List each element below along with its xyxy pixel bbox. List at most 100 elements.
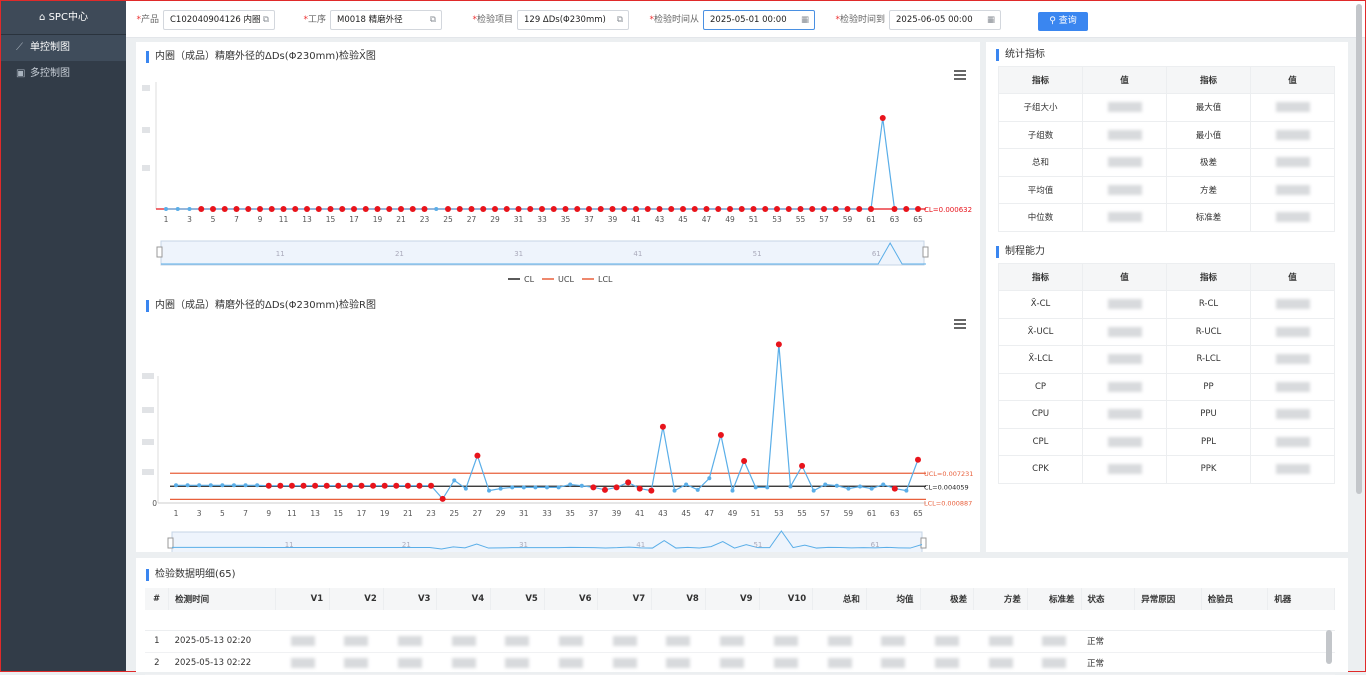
r-menu-icon[interactable] (954, 319, 966, 329)
xbar-point (785, 206, 792, 212)
x-tick-label: 63 (890, 509, 900, 518)
x-tick-label: 33 (542, 509, 552, 518)
xbar-point (327, 206, 334, 212)
multi-chart-icon: ▣ (16, 68, 26, 79)
stat-label: PPK (1166, 455, 1251, 484)
inspection-item-select[interactable]: 129 ΔDs(Φ230mm) ⧉ (517, 10, 629, 30)
x-tick-label: 27 (473, 509, 483, 518)
filter-cell[interactable] (329, 610, 384, 631)
xbar-point (633, 206, 639, 212)
filter-cell[interactable] (1027, 610, 1082, 631)
calendar-icon[interactable]: ▦ (800, 15, 809, 25)
x-tick-label: 15 (326, 215, 336, 224)
stat-value (1082, 455, 1167, 484)
stat-value (1082, 120, 1167, 149)
stat-value (1250, 120, 1335, 149)
filter-cell[interactable] (651, 610, 706, 631)
detail-header: # (145, 588, 170, 610)
x-tick-label: 47 (705, 509, 715, 518)
row-value (275, 630, 330, 653)
filter-cell[interactable] (866, 610, 921, 631)
query-button[interactable]: ⚲ 查询 (1038, 12, 1088, 31)
r-point (613, 484, 620, 491)
calendar-icon[interactable]: ▦ (986, 15, 995, 25)
process-select[interactable]: M0018 精磨外径 ⧉ (330, 10, 442, 30)
time-from-input[interactable]: 2025-05-01 00:00 ▦ (703, 10, 815, 30)
r-point (834, 483, 839, 488)
r-point (452, 478, 457, 483)
r-point (265, 482, 272, 489)
x-tick-label: 15 (334, 509, 344, 518)
time-from-field: *检验时间从 2025-05-01 00:00 ▦ (649, 10, 815, 30)
filter-cell[interactable] (812, 610, 867, 631)
zoom-slider-label: 11 (276, 250, 285, 258)
page-scrollbar[interactable] (1356, 4, 1362, 494)
x-tick-label: 9 (258, 215, 263, 224)
r-point (625, 479, 632, 486)
r-point (521, 485, 526, 490)
time-to-input[interactable]: 2025-06-05 00:00 ▦ (889, 10, 1001, 30)
filter-cell[interactable] (597, 610, 652, 631)
r-point (174, 483, 178, 488)
filter-cell[interactable] (1201, 610, 1268, 631)
sidebar-item-single-chart[interactable]: ⟋ 单控制图 (1, 35, 126, 61)
detail-header: 极差 (920, 588, 975, 610)
x-tick-label: 31 (519, 509, 529, 518)
filter-cell[interactable] (1267, 610, 1335, 631)
popup-icon[interactable]: ⧉ (616, 15, 623, 25)
detail-header: 异常原因 (1134, 588, 1202, 610)
xbar-menu-icon[interactable] (954, 70, 966, 80)
product-select[interactable]: C102040904126 内圈 ⧉ (163, 10, 275, 30)
table-row[interactable]: 2 2025-05-13 02:22 正常 (145, 652, 1335, 675)
table-row[interactable]: 1 2025-05-13 02:20 正常 (145, 630, 1335, 653)
filter-cell[interactable] (436, 610, 491, 631)
r-point (510, 485, 515, 490)
filter-cell[interactable] (490, 610, 545, 631)
stat-value (1082, 290, 1167, 319)
x-tick-label: 11 (287, 509, 297, 518)
popup-icon[interactable]: ⧉ (262, 15, 269, 25)
r-point (672, 488, 677, 493)
r-point (474, 452, 481, 459)
filter-cell[interactable] (383, 610, 437, 631)
xbar-series-line (166, 117, 918, 210)
x-tick-label: 63 (890, 215, 900, 224)
stats-title: 统计指标 (996, 49, 1045, 61)
sidebar-item-multi-chart[interactable]: ▣ 多控制图 (1, 61, 126, 87)
table-scrollbar[interactable] (1326, 630, 1332, 664)
filter-cell[interactable] (1081, 610, 1135, 631)
filter-cell[interactable] (973, 610, 1028, 631)
x-tick-label: 23 (420, 215, 430, 224)
row-value (490, 652, 545, 675)
row-machine (1267, 630, 1335, 653)
legend-label: CL (524, 275, 535, 284)
stat-label: 子组数 (998, 120, 1083, 149)
stat-value (1082, 203, 1167, 232)
x-tick-label: 59 (843, 215, 853, 224)
xbar-chart-title: 内圈（成品）精磨外径的ΔDs(Φ230mm)检验X̄图 (146, 51, 376, 63)
filter-cell[interactable] (759, 610, 813, 631)
filter-cell[interactable] (145, 610, 169, 631)
r-point (335, 482, 342, 489)
filter-cell[interactable] (1134, 610, 1202, 631)
zoom-handle-right (920, 537, 927, 549)
x-tick-label: 47 (702, 215, 712, 224)
popup-icon[interactable]: ⧉ (429, 15, 436, 25)
x-tick-label: 23 (426, 509, 436, 518)
r-point (765, 485, 770, 490)
filter-cell[interactable] (544, 610, 598, 631)
r-point (277, 482, 284, 489)
y-tick-label-hidden (142, 127, 150, 133)
x-tick-label: 1 (164, 215, 169, 224)
filter-cell[interactable] (705, 610, 759, 631)
filter-cell[interactable] (275, 610, 330, 631)
r-point (858, 484, 863, 489)
stat-value (1250, 345, 1335, 374)
x-tick-label: 43 (658, 509, 668, 518)
filter-cell[interactable] (920, 610, 974, 631)
filter-cell[interactable] (168, 610, 276, 631)
stat-label: PPL (1166, 427, 1251, 456)
stat-value (1082, 427, 1167, 456)
